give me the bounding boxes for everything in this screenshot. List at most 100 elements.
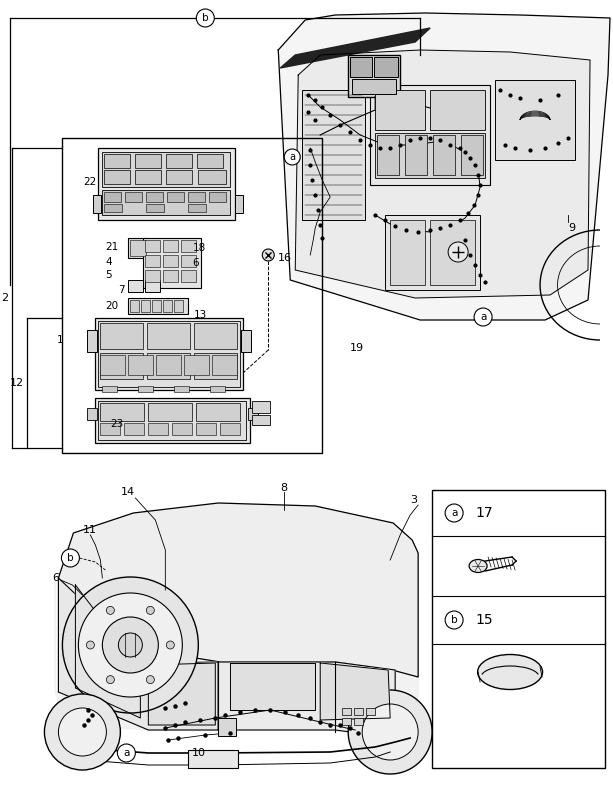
Bar <box>196 403 240 421</box>
Bar <box>342 708 351 715</box>
Text: a: a <box>480 312 486 322</box>
Bar <box>188 192 205 202</box>
Bar <box>126 192 142 202</box>
Bar <box>145 270 161 282</box>
Bar <box>163 300 172 312</box>
Bar <box>390 220 425 285</box>
Bar <box>181 240 196 252</box>
Bar <box>352 79 396 94</box>
Bar <box>188 204 207 212</box>
Circle shape <box>44 694 120 770</box>
Text: 16: 16 <box>278 253 292 263</box>
Bar <box>342 718 351 725</box>
Circle shape <box>117 744 135 762</box>
Bar <box>433 135 455 175</box>
Bar <box>104 154 131 168</box>
Circle shape <box>474 308 492 326</box>
Bar <box>348 55 400 97</box>
Bar <box>104 192 121 202</box>
Bar <box>147 192 163 202</box>
Bar <box>139 386 153 392</box>
Text: 15: 15 <box>475 613 493 627</box>
Circle shape <box>147 676 154 684</box>
Bar <box>196 423 216 435</box>
Bar <box>181 270 196 282</box>
Text: 17: 17 <box>475 506 493 520</box>
Text: b: b <box>202 13 208 23</box>
Bar <box>145 280 161 292</box>
Polygon shape <box>280 28 430 68</box>
Bar <box>99 148 235 220</box>
Text: a: a <box>123 748 129 758</box>
Bar <box>147 323 190 349</box>
Bar <box>242 330 251 352</box>
Text: 9: 9 <box>568 223 575 233</box>
Polygon shape <box>148 663 215 725</box>
Bar <box>96 318 243 390</box>
Bar <box>99 321 240 387</box>
Text: 23: 23 <box>110 419 124 429</box>
Text: 10: 10 <box>192 748 207 758</box>
Bar <box>218 718 236 736</box>
Circle shape <box>107 676 115 684</box>
Bar <box>101 323 143 349</box>
Text: b: b <box>67 553 74 563</box>
Bar <box>212 355 237 375</box>
Bar <box>166 170 192 184</box>
Polygon shape <box>230 663 315 710</box>
Bar <box>143 238 201 288</box>
Bar <box>128 238 148 258</box>
Polygon shape <box>58 578 218 730</box>
Bar <box>163 270 178 282</box>
Polygon shape <box>218 662 395 738</box>
Bar <box>375 90 425 130</box>
Bar <box>253 401 270 413</box>
Bar <box>93 195 101 213</box>
Polygon shape <box>278 13 610 320</box>
Bar <box>102 152 230 187</box>
Text: 6: 6 <box>192 258 199 268</box>
Bar <box>210 386 226 392</box>
Text: 14: 14 <box>120 487 134 497</box>
Bar <box>163 240 178 252</box>
Bar <box>88 408 97 420</box>
Bar <box>104 170 131 184</box>
Bar <box>197 154 223 168</box>
Bar <box>194 353 237 379</box>
Bar <box>99 401 246 440</box>
Bar <box>432 490 605 768</box>
Ellipse shape <box>478 655 543 689</box>
Bar <box>350 57 372 77</box>
Bar <box>147 204 164 212</box>
Bar <box>194 323 237 349</box>
Text: 12: 12 <box>9 378 23 388</box>
Circle shape <box>362 704 418 760</box>
Circle shape <box>86 641 94 649</box>
Bar <box>131 240 147 256</box>
Circle shape <box>58 708 107 756</box>
Bar <box>101 355 126 375</box>
Bar <box>101 403 144 421</box>
Circle shape <box>284 149 300 165</box>
Bar <box>185 355 209 375</box>
Bar <box>156 355 181 375</box>
Bar <box>199 170 226 184</box>
Circle shape <box>61 549 80 567</box>
Text: 3: 3 <box>410 495 417 505</box>
Bar <box>153 300 161 312</box>
Bar <box>235 195 243 213</box>
Polygon shape <box>75 585 140 718</box>
Bar <box>148 403 192 421</box>
Bar <box>248 408 258 420</box>
Bar <box>88 330 97 352</box>
Text: 13: 13 <box>193 310 207 320</box>
Circle shape <box>448 242 468 262</box>
Bar <box>124 423 144 435</box>
Bar <box>142 300 150 312</box>
Bar <box>131 300 139 312</box>
Text: 20: 20 <box>105 301 118 311</box>
Bar <box>366 708 375 715</box>
Bar <box>101 423 120 435</box>
Bar <box>430 90 485 130</box>
Bar <box>354 718 363 725</box>
